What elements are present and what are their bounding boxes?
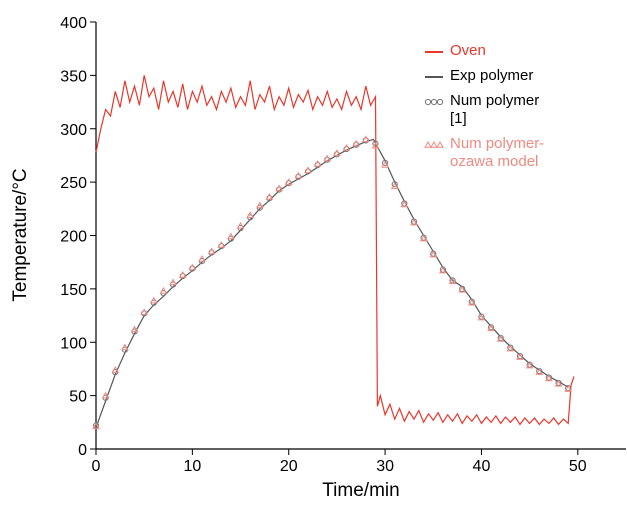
x-tick-label: 30: [376, 458, 394, 475]
data-point: [381, 161, 389, 168]
data-point: [429, 250, 438, 258]
legend-marker: [430, 140, 438, 148]
x-tick-label: 40: [473, 458, 491, 475]
data-point: [564, 385, 573, 392]
data-point: [352, 139, 361, 147]
data-point: [361, 135, 370, 143]
y-axis-label: Temperature/°C: [10, 168, 31, 301]
data-point: [294, 171, 303, 179]
legend-entry: Oven: [423, 42, 555, 60]
data-point: [92, 422, 100, 430]
data-point: [458, 285, 467, 293]
y-tick-label: 350: [60, 68, 87, 85]
data-point: [545, 374, 553, 382]
data-point: [265, 193, 274, 200]
data-point: [246, 211, 255, 218]
y-tick-label: 100: [60, 335, 87, 352]
legend-swatch: [425, 76, 443, 78]
y-tick-label: 300: [60, 122, 87, 139]
data-point: [333, 149, 341, 157]
legend-label: Num polymer [1]: [450, 92, 540, 127]
data-point: [496, 335, 505, 342]
data-point: [448, 277, 457, 285]
series-line: [95, 138, 569, 428]
y-tick-label: 400: [60, 15, 87, 32]
data-point: [410, 218, 418, 226]
x-axis-label: Time/min: [322, 480, 399, 501]
data-point: [372, 140, 379, 147]
y-tick-label: 50: [69, 389, 87, 406]
data-point: [255, 201, 264, 209]
legend-marker: [424, 140, 432, 148]
data-point: [101, 391, 110, 399]
legend-entry: Num polymer-ozawa model: [423, 135, 555, 171]
legend-entry: Exp polymer: [423, 67, 555, 85]
data-point: [439, 266, 447, 274]
legend-marker: [424, 98, 432, 106]
data-point: [525, 361, 534, 369]
data-point: [227, 232, 235, 240]
legend-label: Oven: [450, 42, 486, 59]
y-tick-label: 0: [78, 442, 87, 459]
data-point: [304, 166, 312, 174]
data-point: [419, 234, 428, 242]
data-point: [323, 154, 332, 162]
legend-swatch: [424, 140, 444, 148]
series-line: [95, 75, 575, 426]
legend-label: Exp polymer: [450, 67, 534, 84]
data-point: [207, 247, 216, 255]
data-point: [284, 178, 293, 185]
legend-label: Num polymer-ozawa model: [450, 135, 545, 170]
data-point: [391, 181, 398, 188]
data-point: [381, 159, 389, 167]
data-point: [342, 143, 351, 151]
y-tick-label: 250: [60, 175, 87, 192]
x-tick-label: 20: [280, 458, 298, 475]
legend: Oven Exp polymer Num polymer [1] Num polyme…: [423, 42, 555, 178]
data-point: [371, 141, 380, 149]
x-tick-label: 50: [569, 458, 587, 475]
data-point: [516, 353, 524, 360]
data-point: [217, 241, 226, 248]
data-point: [554, 379, 563, 387]
data-point: [140, 308, 149, 316]
data-point: [477, 313, 486, 321]
data-point: [467, 298, 476, 306]
x-tick-label: 10: [183, 458, 201, 475]
data-point: [111, 366, 120, 373]
data-point: [275, 184, 283, 192]
data-point: [535, 368, 544, 375]
legend-entry: Num polymer [1]: [423, 92, 555, 128]
legend-marker: [436, 98, 444, 106]
y-tick-label: 200: [60, 229, 87, 246]
data-point: [487, 324, 495, 332]
data-point: [236, 221, 245, 229]
data-point: [149, 296, 158, 304]
data-point: [121, 343, 129, 351]
data-point: [400, 200, 409, 208]
data-point: [130, 325, 139, 333]
legend-swatch: [425, 51, 443, 53]
data-point: [506, 344, 515, 352]
data-point: [169, 278, 177, 286]
data-point: [198, 254, 206, 262]
data-point: [178, 270, 187, 278]
legend-marker: [430, 98, 438, 106]
data-point: [390, 182, 399, 190]
data-point: [313, 159, 322, 167]
y-tick-label: 150: [60, 282, 87, 299]
x-tick-label: 0: [92, 458, 101, 475]
legend-swatch: [424, 98, 444, 106]
legend-marker: [436, 140, 444, 148]
data-point: [188, 263, 197, 271]
data-point: [159, 287, 168, 294]
